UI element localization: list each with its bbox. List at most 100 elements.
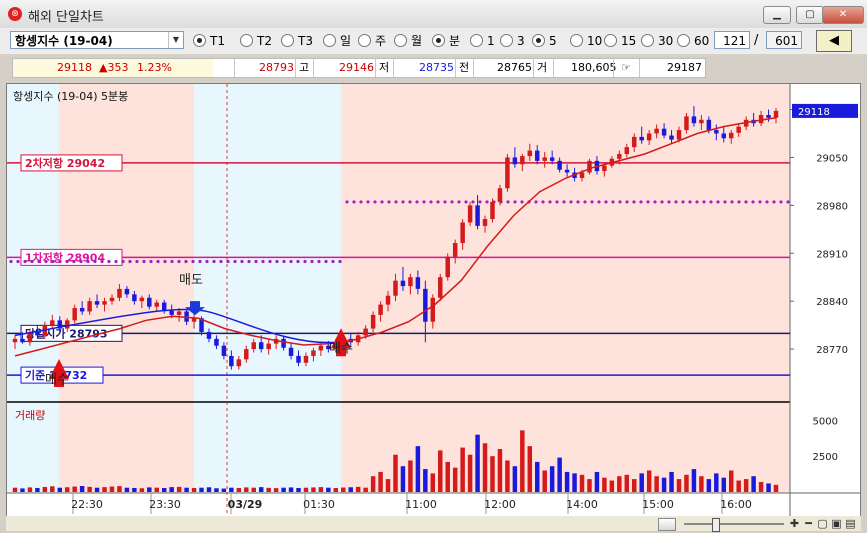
volume-bar [35, 487, 40, 492]
radio-period-0[interactable]: 일 [323, 33, 351, 49]
symbol-select[interactable]: 항셍지수 (19-04) ▼ [10, 31, 184, 49]
resistance-dot [646, 200, 650, 204]
resistance-dot [709, 200, 713, 204]
volume-bar [549, 466, 555, 492]
resistance-dot [114, 259, 118, 264]
prev-button[interactable]: ◀ [816, 30, 852, 52]
candle-body [12, 338, 18, 343]
radio-dot[interactable] [240, 34, 253, 47]
candle-body [542, 157, 547, 161]
radio-interval-0[interactable]: 1 [470, 33, 495, 49]
volume-bar [318, 487, 324, 492]
resistance-dot [296, 259, 300, 264]
radio-dot[interactable] [500, 34, 513, 47]
volume-bar [415, 446, 421, 492]
candle-body [557, 160, 562, 170]
radio-label: T1 [210, 34, 225, 48]
radio-interval-5[interactable]: 30 [641, 33, 673, 49]
price-tick-label: 28840 [816, 297, 848, 308]
price-tick-label: 28980 [816, 201, 848, 212]
radio-interval-1[interactable]: 3 [500, 33, 525, 49]
scroll-thumb[interactable] [658, 518, 676, 531]
radio-dot[interactable] [470, 34, 483, 47]
volume-bar [184, 487, 189, 492]
radio-interval-4[interactable]: 15 [604, 33, 636, 49]
resistance-dot [156, 259, 160, 264]
volume-bar [736, 480, 741, 492]
candle-body [766, 115, 771, 118]
radio-period-3[interactable]: 분 [432, 33, 460, 49]
volume-bar [430, 473, 436, 492]
volume-bar [79, 485, 85, 492]
radio-label: 30 [658, 34, 674, 48]
candle-body [303, 355, 309, 363]
volume-bar [609, 480, 615, 492]
price-chart[interactable]: 항셍지수 (19-04) 5분봉거래량291202905028980289102… [7, 84, 860, 519]
volume-bar [646, 470, 652, 492]
candle-body [139, 297, 145, 302]
chart-area[interactable]: 항셍지수 (19-04) 5분봉거래량291202905028980289102… [6, 83, 861, 520]
radio-session-1[interactable]: T2 [240, 33, 272, 49]
maximize-button[interactable]: ▢ [796, 6, 824, 24]
radio-dot[interactable] [532, 34, 545, 47]
restore-icon[interactable]: ▢ [817, 517, 828, 530]
save-icon[interactable]: ▣ [831, 517, 842, 530]
resistance-dot [737, 200, 741, 204]
resistance-dot [625, 200, 629, 204]
radio-session-0[interactable]: T1 [193, 33, 225, 49]
radio-period-2[interactable]: 월 [394, 33, 422, 49]
minimize-button[interactable]: ▁ [763, 6, 791, 24]
app-icon: ⊛ [8, 7, 22, 21]
price-tick-label: 28910 [816, 249, 848, 260]
volume-bar [452, 467, 458, 492]
radio-interval-3[interactable]: 10 [570, 33, 602, 49]
radio-session-2[interactable]: T3 [281, 33, 313, 49]
candle-body [549, 157, 555, 161]
zoom-knob[interactable] [712, 518, 720, 532]
resistance-dot [513, 200, 517, 204]
candle-body [452, 243, 458, 257]
resistance-dot [65, 259, 69, 264]
radio-dot[interactable] [677, 34, 690, 47]
current-price-label: 29118 [798, 107, 830, 118]
chevron-down-icon[interactable]: ▼ [168, 32, 183, 48]
radio-label: 5 [549, 34, 557, 48]
resistance-dot [667, 200, 671, 204]
radio-interval-6[interactable]: 60 [677, 33, 709, 49]
volume-bar [758, 481, 764, 492]
radio-dot[interactable] [641, 34, 654, 47]
candle-body [505, 157, 510, 189]
print-icon[interactable]: ▤ [845, 517, 856, 530]
radio-dot[interactable] [604, 34, 617, 47]
radio-dot[interactable] [281, 34, 294, 47]
candle-body [132, 294, 137, 302]
close-button[interactable]: ✕ [822, 6, 864, 24]
radio-dot[interactable] [570, 34, 583, 47]
radio-period-1[interactable]: 주 [358, 33, 386, 49]
radio-dot[interactable] [432, 34, 445, 47]
zoom-out-icon[interactable]: ━ [805, 517, 812, 530]
volume-bar [676, 479, 682, 492]
count-input[interactable]: 121 [714, 31, 750, 49]
zoom-track[interactable] [684, 523, 784, 525]
resistance-dot [359, 200, 363, 204]
volume-bar [109, 486, 115, 492]
resistance-dot [135, 259, 139, 264]
session-band [194, 84, 341, 493]
resistance-dot [58, 259, 62, 264]
scrollbar[interactable]: ✚ ━ ▢ ▣ ▤ [6, 516, 861, 532]
quote-bar: 29118 ▲353 1.23% 28793 고 29146 저 28735 전… [12, 58, 706, 78]
radio-dot[interactable] [323, 34, 336, 47]
radio-dot[interactable] [358, 34, 371, 47]
volume-bar [12, 487, 18, 492]
resistance-dot [478, 200, 482, 204]
candle-body [400, 280, 406, 287]
candle-body [699, 119, 704, 124]
volume-bar [221, 488, 227, 492]
resistance-dot [576, 200, 580, 204]
radio-interval-2[interactable]: 5 [532, 33, 557, 49]
zoom-in-icon[interactable]: ✚ [789, 517, 800, 530]
radio-dot[interactable] [193, 34, 206, 47]
radio-dot[interactable] [394, 34, 407, 47]
candle-body [214, 338, 219, 346]
